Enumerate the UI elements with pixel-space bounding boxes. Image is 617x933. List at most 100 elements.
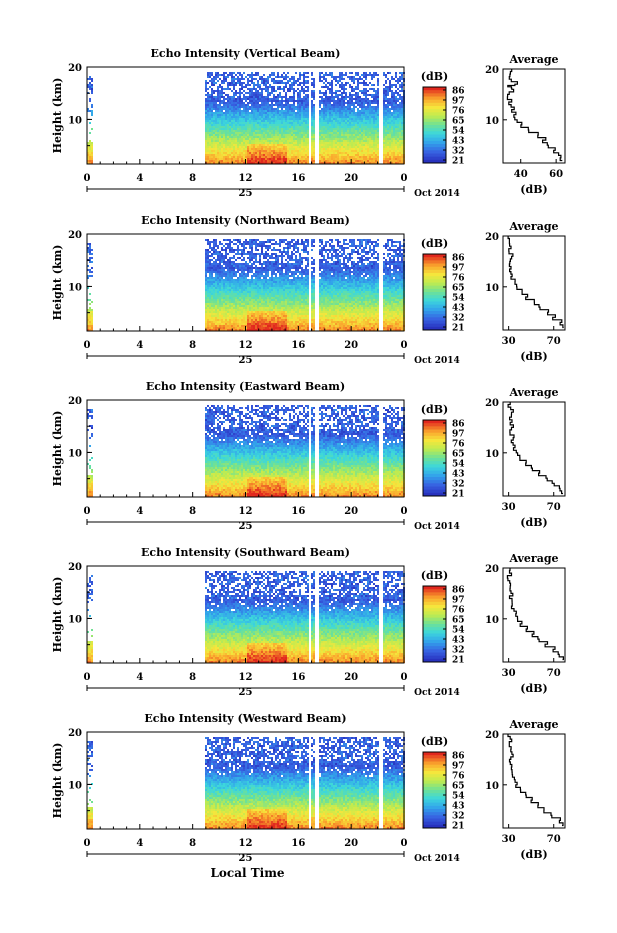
heatmap-cell: [371, 146, 373, 148]
heatmap-cell: [239, 289, 241, 291]
heatmap-cell: [357, 126, 359, 128]
heatmap-cell: [89, 132, 91, 134]
heatmap-cell: [235, 265, 237, 267]
colorbar-band: [423, 97, 446, 101]
heatmap-cell: [227, 301, 229, 303]
heatmap-cell: [227, 259, 229, 261]
heatmap-cell: [343, 120, 345, 122]
heatmap-cell: [283, 148, 285, 150]
heatmap-cell: [265, 104, 267, 106]
heatmap-cell: [401, 134, 403, 136]
heatmap-cell: [295, 90, 297, 92]
heatmap-cell: [321, 80, 323, 82]
heatmap-cell: [401, 144, 403, 146]
heatmap-cell: [239, 96, 241, 98]
heatmap-cell: [263, 146, 265, 148]
heatmap-cell: [229, 301, 231, 303]
heatmap-cell: [281, 134, 283, 136]
heatmap-cell: [289, 128, 291, 130]
heatmap-cell: [273, 146, 275, 148]
heatmap-cell: [267, 98, 269, 100]
heatmap-cell: [243, 303, 245, 305]
heatmap-cell: [263, 122, 265, 124]
heatmap-cell: [377, 146, 379, 148]
heatmap-cell: [329, 92, 331, 94]
heatmap-cell: [367, 158, 369, 160]
heatmap-cell: [239, 94, 241, 96]
heatmap-cell: [209, 128, 211, 130]
heatmap-cell: [327, 74, 329, 76]
heatmap-cell: [299, 112, 301, 114]
heatmap-cell: [227, 102, 229, 104]
heatmap-cell: [283, 106, 285, 108]
heatmap-cell: [251, 112, 253, 114]
heatmap-cell: [373, 156, 375, 158]
heatmap-cell: [399, 122, 401, 124]
heatmap-cell: [231, 98, 233, 100]
heatmap-cell: [363, 110, 365, 112]
heatmap-cell: [327, 140, 329, 142]
heatmap-cell: [205, 106, 207, 108]
heatmap-cell: [339, 100, 341, 102]
heatmap-cell: [293, 124, 295, 126]
heatmap-cell: [235, 82, 237, 84]
heatmap-cell: [267, 140, 269, 142]
heatmap-cell: [259, 156, 261, 158]
heatmap-cell: [365, 146, 367, 148]
panel-title: Echo Intensity (Northward Beam): [141, 214, 350, 227]
heatmap-cell: [291, 114, 293, 116]
heatmap-cell: [219, 315, 221, 317]
heatmap-cell: [215, 265, 217, 267]
heatmap-cell: [225, 309, 227, 311]
heatmap-cell: [247, 283, 249, 285]
heatmap-cell: [293, 152, 295, 154]
heatmap-cell: [339, 134, 341, 136]
heatmap-cell: [269, 158, 271, 160]
heatmap-cell: [239, 275, 241, 277]
heatmap-cell: [387, 100, 389, 102]
heatmap-cell: [91, 271, 93, 273]
heatmap-cell: [341, 158, 343, 160]
heatmap-cell: [257, 110, 259, 112]
heatmap-cell: [211, 130, 213, 132]
heatmap-cell: [291, 88, 293, 90]
heatmap-cell: [401, 84, 403, 86]
heatmap-cell: [269, 98, 271, 100]
heatmap-cell: [313, 136, 315, 138]
heatmap-cell: [293, 134, 295, 136]
heatmap-cell: [237, 323, 239, 325]
heatmap-cell: [257, 94, 259, 96]
heatmap-cell: [375, 134, 377, 136]
heatmap-cell: [321, 116, 323, 118]
heatmap-cell: [345, 132, 347, 134]
heatmap-cell: [341, 104, 343, 106]
heatmap-cell: [331, 124, 333, 126]
heatmap-cell: [299, 114, 301, 116]
heatmap-cell: [399, 126, 401, 128]
heatmap-cell: [323, 142, 325, 144]
heatmap-cell: [271, 150, 273, 152]
heatmap-cell: [351, 104, 353, 106]
heatmap-cell: [223, 259, 225, 261]
heatmap-cell: [217, 94, 219, 96]
heatmap-cell: [285, 120, 287, 122]
heatmap-cell: [373, 120, 375, 122]
heatmap-cell: [377, 96, 379, 98]
heatmap-cell: [335, 148, 337, 150]
heatmap-cell: [345, 146, 347, 148]
heatmap-cell: [295, 114, 297, 116]
average-x-tick-label: 60: [549, 169, 563, 180]
heatmap-cell: [351, 98, 353, 100]
heatmap-cell: [351, 140, 353, 142]
heatmap-cell: [321, 138, 323, 140]
heatmap-cell: [369, 110, 371, 112]
heatmap-cell: [273, 110, 275, 112]
heatmap-cell: [253, 88, 255, 90]
heatmap-cell: [291, 110, 293, 112]
heatmap-cell: [269, 134, 271, 136]
heatmap-cell: [313, 132, 315, 134]
average-title: Average: [508, 53, 558, 66]
heatmap-cell: [255, 122, 257, 124]
heatmap-cell: [273, 96, 275, 98]
heatmap-cell: [267, 86, 269, 88]
